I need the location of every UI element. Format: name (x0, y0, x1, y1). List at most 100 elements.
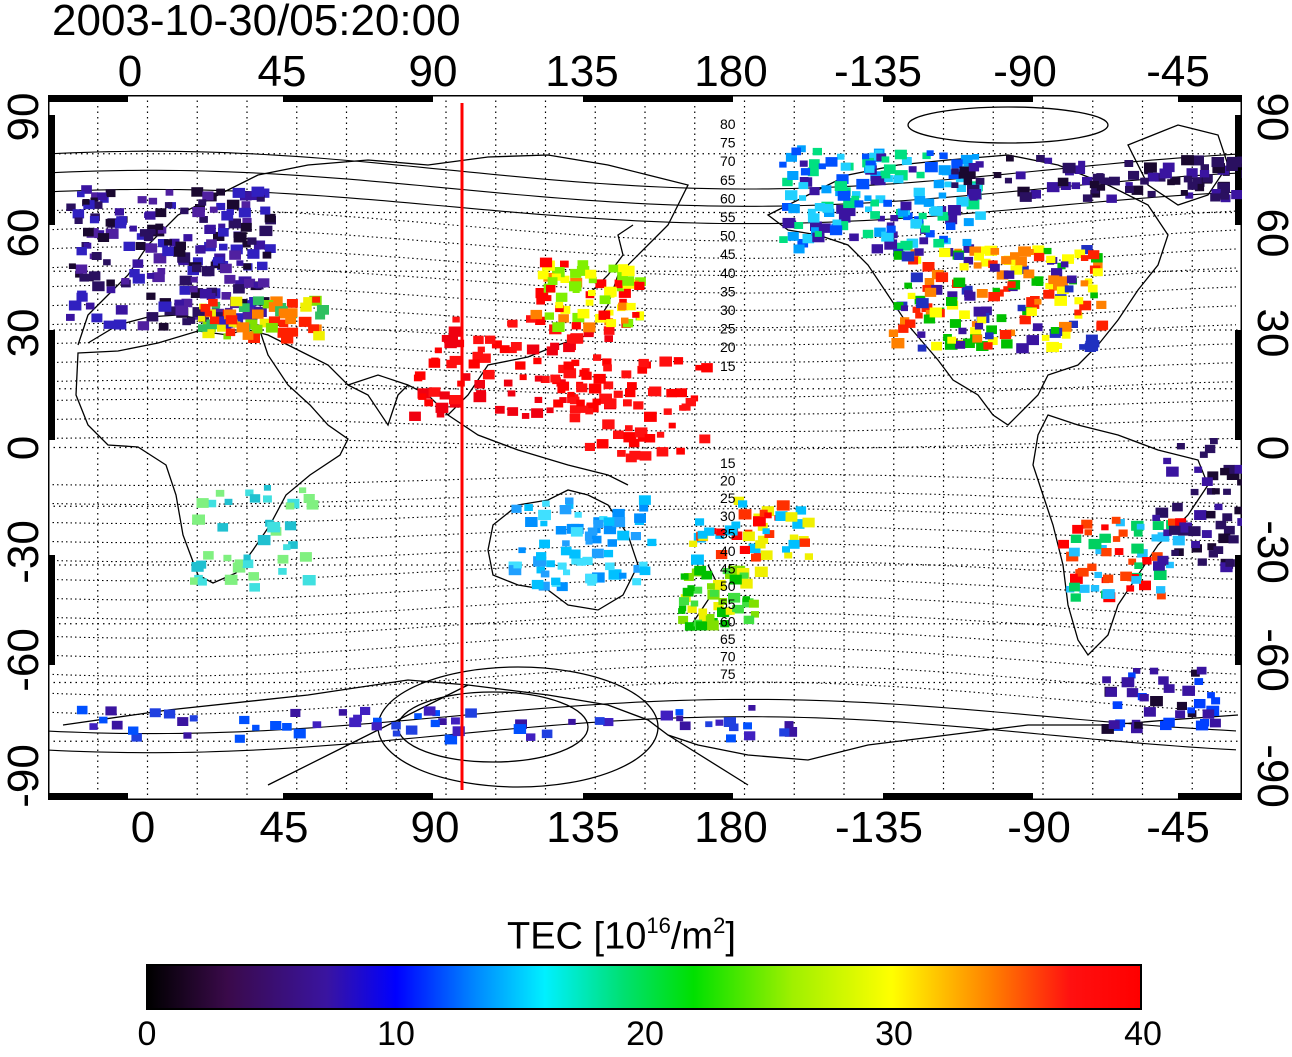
tec-pixel (1223, 488, 1231, 495)
tec-pixel (693, 586, 703, 594)
tec-pixel (865, 165, 875, 173)
tec-pixel (518, 547, 526, 554)
tec-pixel (701, 363, 713, 373)
tec-pixel (869, 152, 882, 163)
tec-pixel (634, 513, 646, 523)
tec-pixel (1084, 342, 1096, 352)
tec-pixel (779, 236, 788, 243)
tec-pixel (103, 320, 114, 329)
tec-pixel (228, 218, 241, 229)
tec-pixel (1212, 163, 1225, 174)
left-lat-label: -60 (0, 628, 48, 692)
tec-pixel (277, 327, 290, 338)
tec-pixel (588, 276, 597, 284)
tec-pixel (603, 718, 614, 727)
tec-pixel (779, 728, 790, 737)
contour-label: 15 (720, 358, 736, 374)
tec-pixel (570, 333, 583, 344)
map-title: 2003-10-30/05:20:00 (52, 0, 461, 45)
tec-pixel (371, 722, 382, 731)
tec-pixel (748, 543, 761, 554)
tec-pixel (837, 190, 851, 201)
tec-pixel (391, 721, 401, 730)
tec-pixel (293, 728, 306, 739)
tec-pixel (748, 705, 756, 711)
tec-pixel (1090, 292, 1098, 299)
tec-pixel (536, 566, 545, 574)
tec-pixel (593, 373, 606, 384)
tec-pixel (286, 308, 298, 318)
tec-pixel (1064, 285, 1074, 293)
tec-pixel (1124, 160, 1134, 167)
tec-pixel (1026, 335, 1039, 346)
tec-pixel (784, 727, 798, 737)
tec-pixel (259, 225, 273, 237)
magnetic-contour (48, 437, 1237, 450)
tec-pixel (149, 708, 161, 718)
tec-pixel (547, 277, 558, 286)
tec-pixel (105, 706, 117, 716)
tec-pixel (1032, 245, 1045, 255)
tec-pixel (916, 298, 929, 309)
tec-pixel (552, 322, 565, 332)
tec-pixel (209, 316, 220, 325)
tec-pixel (215, 489, 225, 497)
contour-label: 40 (720, 265, 736, 281)
tec-pixel (925, 230, 935, 238)
contour-label: 35 (720, 283, 736, 299)
tec-pixel (229, 250, 241, 260)
tec-pixel (1070, 573, 1083, 584)
tec-pixel (1082, 194, 1093, 202)
tec-pixel (560, 275, 570, 283)
contour-label: 25 (720, 490, 736, 506)
tec-pixel (829, 225, 843, 236)
top-lon-label: -45 (1146, 47, 1210, 96)
contour-label: 35 (720, 525, 736, 541)
tec-pixel (259, 318, 271, 328)
tec-pixel (179, 286, 191, 295)
tec-pixel (825, 157, 838, 167)
right-lat-label: 30 (1248, 308, 1292, 358)
tec-pixel (1194, 466, 1203, 473)
tec-pixel (206, 239, 217, 248)
tec-pixel (253, 281, 262, 289)
tec-pixel (593, 354, 602, 361)
tec-pixel (576, 266, 590, 276)
tec-pixel (243, 263, 251, 270)
tec-pixel (290, 708, 301, 717)
tec-pixel (897, 208, 908, 217)
tec-colorbar (146, 964, 1142, 1010)
tec-pixel (865, 160, 876, 169)
tec-pixel (1157, 555, 1169, 565)
tec-pixel (1185, 192, 1194, 199)
tec-pixel (695, 621, 708, 631)
tec-pixel (621, 317, 629, 324)
tec-pixel (414, 371, 426, 380)
tec-pixel (256, 195, 265, 202)
tec-pixel (1066, 275, 1077, 284)
tec-pixel (989, 263, 1000, 272)
tec-pixel (1133, 668, 1141, 674)
tec-pixel (1151, 534, 1161, 542)
tec-pixel (268, 316, 280, 326)
tec-pixel (1085, 334, 1098, 345)
magnetic-contour (48, 490, 1237, 506)
tec-pixel (179, 275, 192, 286)
tec-pixel (1023, 269, 1035, 279)
tec-pixel (472, 351, 483, 361)
tec-pixel (1102, 574, 1114, 583)
tec-pixel (106, 189, 115, 196)
tec-pixel (612, 508, 625, 519)
tec-pixel (804, 553, 813, 560)
tec-pixel (678, 597, 690, 606)
tec-pixel (197, 578, 207, 586)
tec-pixel (1109, 176, 1120, 186)
tec-pixel (917, 331, 926, 338)
tec-pixel (206, 224, 216, 233)
tec-pixel (632, 578, 642, 586)
tec-pixel (284, 521, 297, 531)
tec-pixel (192, 514, 205, 525)
tec-pixel (566, 366, 574, 373)
tec-pixel (1010, 265, 1023, 275)
tec-pixel (569, 281, 582, 292)
